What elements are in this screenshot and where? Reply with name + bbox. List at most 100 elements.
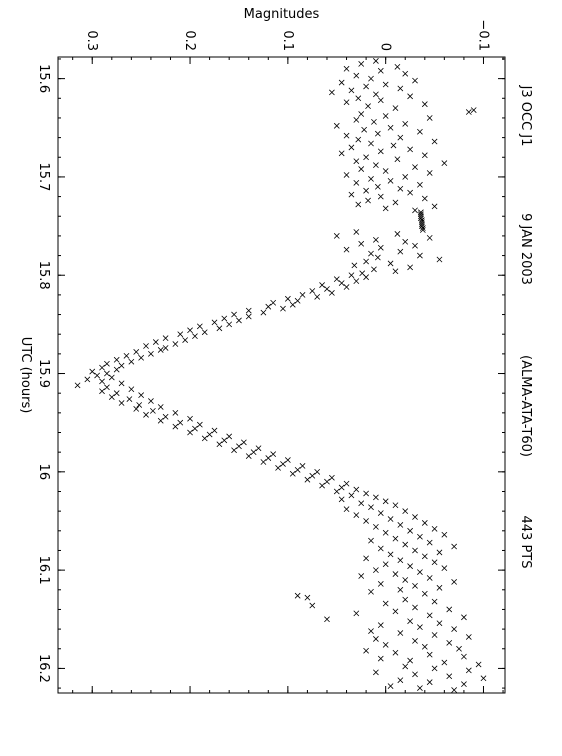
data-point — [392, 268, 399, 275]
x-tick-label: 15.7 — [36, 162, 51, 191]
data-point — [343, 132, 350, 139]
data-point — [426, 612, 433, 619]
data-point — [441, 565, 448, 572]
data-point — [211, 427, 218, 434]
data-point — [192, 333, 198, 340]
data-point — [104, 360, 110, 367]
data-point — [355, 95, 362, 102]
data-point — [231, 447, 237, 454]
data-point — [113, 390, 120, 397]
data-point — [338, 150, 345, 157]
x-tick-label: 16 — [36, 464, 51, 481]
data-point — [172, 341, 179, 347]
data-point — [348, 272, 355, 279]
data-point — [377, 67, 384, 74]
data-point — [441, 659, 448, 666]
data-point — [192, 425, 198, 432]
data-point — [374, 254, 381, 261]
data-point — [392, 649, 399, 656]
data-point — [324, 286, 330, 292]
y-tick-label: 0.1 — [280, 30, 295, 51]
data-point — [157, 417, 164, 424]
data-point — [333, 233, 340, 239]
data-point — [419, 225, 426, 231]
data-point — [431, 138, 438, 145]
data-point — [397, 134, 404, 141]
data-point — [358, 166, 365, 172]
data-point — [446, 639, 453, 646]
data-point — [152, 339, 159, 345]
data-point — [451, 687, 458, 693]
data-point — [402, 174, 409, 180]
data-point — [363, 647, 369, 654]
data-point — [451, 626, 458, 632]
data-point — [426, 115, 433, 121]
data-point — [470, 107, 477, 113]
data-point — [465, 109, 472, 115]
data-point — [201, 435, 208, 442]
data-point — [373, 494, 379, 501]
data-point — [397, 185, 404, 192]
data-point — [284, 295, 291, 302]
data-point — [456, 645, 462, 652]
data-point — [382, 498, 389, 505]
data-point — [255, 445, 262, 452]
x-tick-label: 15.9 — [36, 359, 51, 388]
data-point — [353, 229, 360, 235]
data-point — [426, 234, 433, 241]
data-point — [368, 140, 374, 147]
data-point — [412, 514, 418, 520]
data-point — [407, 657, 414, 664]
data-point — [436, 549, 443, 556]
data-point — [123, 352, 130, 359]
data-point — [245, 313, 252, 320]
data-point — [314, 293, 321, 300]
data-point — [363, 258, 369, 265]
data-point — [338, 280, 345, 286]
data-point — [128, 386, 135, 393]
data-point — [417, 128, 423, 135]
data-point — [128, 358, 135, 365]
data-point — [382, 205, 389, 212]
x-tick-label: 16.1 — [36, 556, 51, 585]
data-point — [368, 176, 374, 182]
data-point — [412, 164, 418, 170]
x-tick-label: 16.2 — [36, 654, 51, 683]
data-point — [412, 638, 418, 644]
data-point — [108, 394, 115, 400]
data-point — [419, 227, 426, 233]
data-point — [382, 561, 389, 568]
data-point — [392, 502, 399, 509]
data-point — [294, 592, 301, 599]
data-point — [451, 579, 458, 585]
data-point — [216, 441, 223, 448]
data-point — [328, 474, 335, 481]
data-point — [451, 543, 458, 550]
data-point — [353, 179, 360, 186]
data-point — [441, 531, 448, 538]
data-point — [417, 569, 423, 575]
data-point — [280, 461, 286, 467]
data-point — [338, 79, 345, 86]
data-point — [446, 606, 453, 613]
title-object: J3 OCC J1 — [518, 85, 533, 147]
data-point — [374, 130, 381, 137]
data-point — [236, 443, 242, 450]
data-point — [143, 411, 149, 418]
data-point — [426, 539, 433, 546]
data-point — [353, 512, 360, 518]
data-point — [104, 384, 110, 391]
data-point — [284, 457, 291, 463]
data-point — [475, 661, 482, 668]
data-point — [240, 439, 247, 446]
data-point — [226, 433, 233, 440]
title-date: 9 JAN 2003 — [518, 213, 533, 285]
data-point — [397, 586, 404, 593]
data-point — [343, 284, 350, 290]
data-point — [363, 518, 369, 524]
data-point — [412, 207, 418, 214]
data-point — [187, 415, 193, 422]
data-point — [260, 309, 267, 316]
data-point — [309, 288, 316, 294]
data-point — [480, 675, 487, 682]
